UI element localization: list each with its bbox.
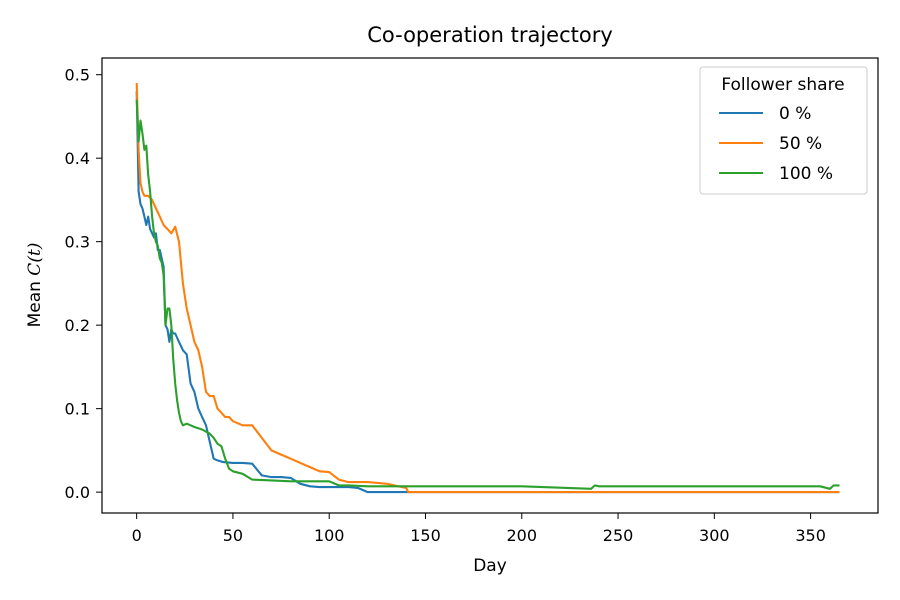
- series-line-1: [135, 91, 840, 494]
- y-axis-ticks: 0.0 0.1 0.2 0.3 0.4 0.5: [65, 66, 102, 502]
- y-axis-label-text: Mean: [25, 276, 45, 328]
- x-tick-label: 150: [410, 526, 441, 545]
- x-tick-label: 350: [795, 526, 826, 545]
- y-tick-label: 0.3: [65, 233, 90, 252]
- y-tick-label: 0.2: [65, 316, 90, 335]
- y-axis-label-math: C(t): [25, 243, 45, 276]
- y-tick-label: 0.1: [65, 400, 90, 419]
- x-tick-label: 100: [314, 526, 345, 545]
- series-line-2: [135, 82, 840, 494]
- legend-label-3: 100 %: [779, 164, 833, 184]
- series-line-3: [135, 99, 840, 490]
- x-tick-label: 0: [132, 526, 142, 545]
- chart-title: Co-operation trajectory: [367, 23, 613, 47]
- y-tick-label: 0.4: [65, 149, 90, 168]
- legend-label-1: 0 %: [779, 104, 811, 124]
- x-axis-ticks: 0 50 100 150 200 250 300 350: [132, 513, 826, 545]
- legend-title: Follower share: [721, 75, 844, 95]
- legend: Follower share 0 % 50 % 100 %: [699, 66, 868, 195]
- x-tick-label: 250: [603, 526, 634, 545]
- x-tick-label: 50: [223, 526, 243, 545]
- legend-box: [699, 66, 868, 195]
- y-axis-label: Mean C(t): [25, 243, 45, 328]
- x-tick-label: 300: [699, 526, 730, 545]
- y-tick-label: 0.0: [65, 483, 90, 502]
- series-layer: [135, 82, 840, 494]
- x-tick-label: 200: [506, 526, 537, 545]
- legend-entries: 0 % 50 % 100 %: [719, 104, 833, 184]
- plot-frame: [101, 57, 879, 514]
- x-axis-label: Day: [473, 556, 507, 576]
- legend-label-2: 50 %: [779, 134, 822, 154]
- y-tick-label: 0.5: [65, 66, 90, 85]
